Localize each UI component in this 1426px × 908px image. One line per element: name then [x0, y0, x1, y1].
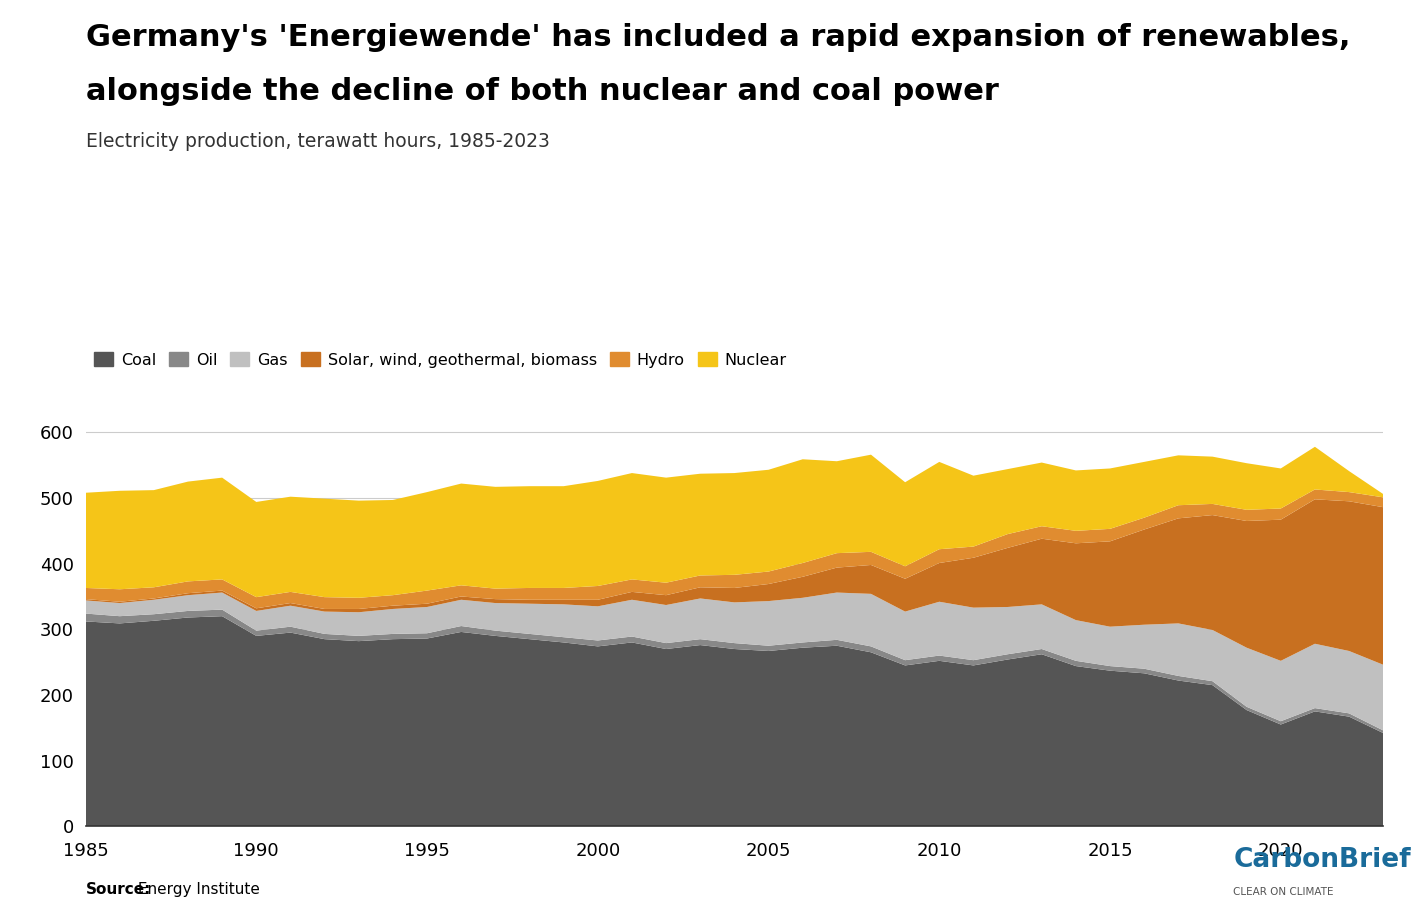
Text: Source:: Source: [86, 882, 151, 897]
Text: alongside the decline of both nuclear and coal power: alongside the decline of both nuclear an… [86, 77, 998, 106]
Text: Electricity production, terawatt hours, 1985-2023: Electricity production, terawatt hours, … [86, 132, 549, 151]
Text: CLEAR ON CLIMATE: CLEAR ON CLIMATE [1233, 887, 1333, 897]
Legend: Coal, Oil, Gas, Solar, wind, geothermal, biomass, Hydro, Nuclear: Coal, Oil, Gas, Solar, wind, geothermal,… [94, 352, 787, 368]
Text: CarbonBrief: CarbonBrief [1233, 847, 1412, 873]
Text: Germany's 'Energiewende' has included a rapid expansion of renewables,: Germany's 'Energiewende' has included a … [86, 23, 1350, 52]
Text: Energy Institute: Energy Institute [133, 882, 260, 897]
